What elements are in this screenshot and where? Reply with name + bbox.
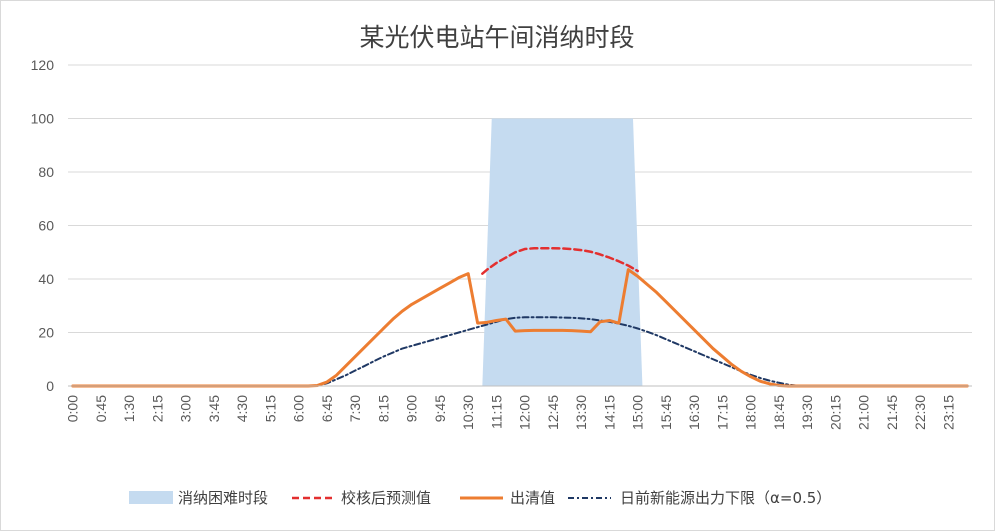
legend-band-label: 消纳困难时段 xyxy=(178,489,268,507)
x-tick-label: 9:45 xyxy=(432,395,448,422)
x-tick-label: 16:30 xyxy=(686,395,702,430)
x-tick-label: 6:45 xyxy=(319,395,335,422)
y-tick-label: 100 xyxy=(31,111,55,127)
x-tick-label: 7:30 xyxy=(347,395,363,422)
tick-layer: 0 20 40 60 80 100 120 0:00 0:45 1:30 2:15 3:00 3:45 4… xyxy=(31,57,957,430)
x-tick-label: 18:00 xyxy=(743,395,759,430)
x-tick-label: 8:15 xyxy=(375,395,391,422)
x-tick-label: 18:45 xyxy=(771,395,787,430)
clearing-series-line xyxy=(71,268,969,388)
chart-title: 某光伏电站午间消纳时段 xyxy=(359,23,634,52)
x-tick-label: 5:15 xyxy=(262,395,278,422)
y-tick-label: 40 xyxy=(38,271,54,287)
legend-forecast-label: 校核后预测值 xyxy=(341,489,431,507)
x-tick-label: 11:15 xyxy=(488,395,504,429)
y-tick-label: 0 xyxy=(46,378,54,394)
grid-layer xyxy=(68,64,972,333)
x-tick-label: 10:30 xyxy=(460,395,476,430)
x-tick-label: 20:15 xyxy=(827,395,843,430)
legend: 消纳困难时段 校核后预测值 出清值 日前新能源出力下限（α=0.5） xyxy=(129,489,831,507)
x-tick-label: 3:00 xyxy=(178,395,194,422)
x-tick-label: 22:30 xyxy=(912,395,928,430)
y-tick-label: 120 xyxy=(31,57,55,73)
y-tick-label: 20 xyxy=(38,325,54,341)
x-tick-label: 12:00 xyxy=(517,395,533,430)
band-layer xyxy=(482,118,643,386)
legend-clearing-label: 出清值 xyxy=(510,489,555,507)
x-tick-label: 3:45 xyxy=(206,395,222,422)
x-tick-label: 0:00 xyxy=(65,395,81,422)
x-tick-label: 13:30 xyxy=(573,395,589,430)
y-tick-label: 60 xyxy=(38,218,54,234)
x-tick-label: 15:00 xyxy=(630,395,646,430)
x-tick-label: 0:45 xyxy=(93,395,109,422)
x-tick-label: 1:30 xyxy=(121,395,137,422)
forecast-series-line xyxy=(481,246,639,275)
x-tick-label: 14:15 xyxy=(601,395,617,430)
shaded-band xyxy=(482,118,643,386)
series-layer xyxy=(71,246,969,388)
legend-lower-bound-label: 日前新能源出力下限（α=0.5） xyxy=(620,489,831,507)
legend-band-swatch xyxy=(129,491,173,504)
x-tick-label: 12:45 xyxy=(545,395,561,430)
x-tick-label: 6:00 xyxy=(291,395,307,422)
x-tick-label: 19:30 xyxy=(799,395,815,430)
x-tick-label: 2:15 xyxy=(149,395,165,422)
x-tick-label: 9:00 xyxy=(404,395,420,422)
x-tick-label: 23:15 xyxy=(940,395,956,430)
x-tick-label: 17:15 xyxy=(714,395,730,430)
x-tick-label: 21:00 xyxy=(856,395,872,430)
x-tick-label: 4:30 xyxy=(234,395,250,422)
y-tick-label: 80 xyxy=(38,164,54,180)
x-tick-label: 21:45 xyxy=(884,395,900,430)
x-tick-label: 15:45 xyxy=(658,395,674,430)
